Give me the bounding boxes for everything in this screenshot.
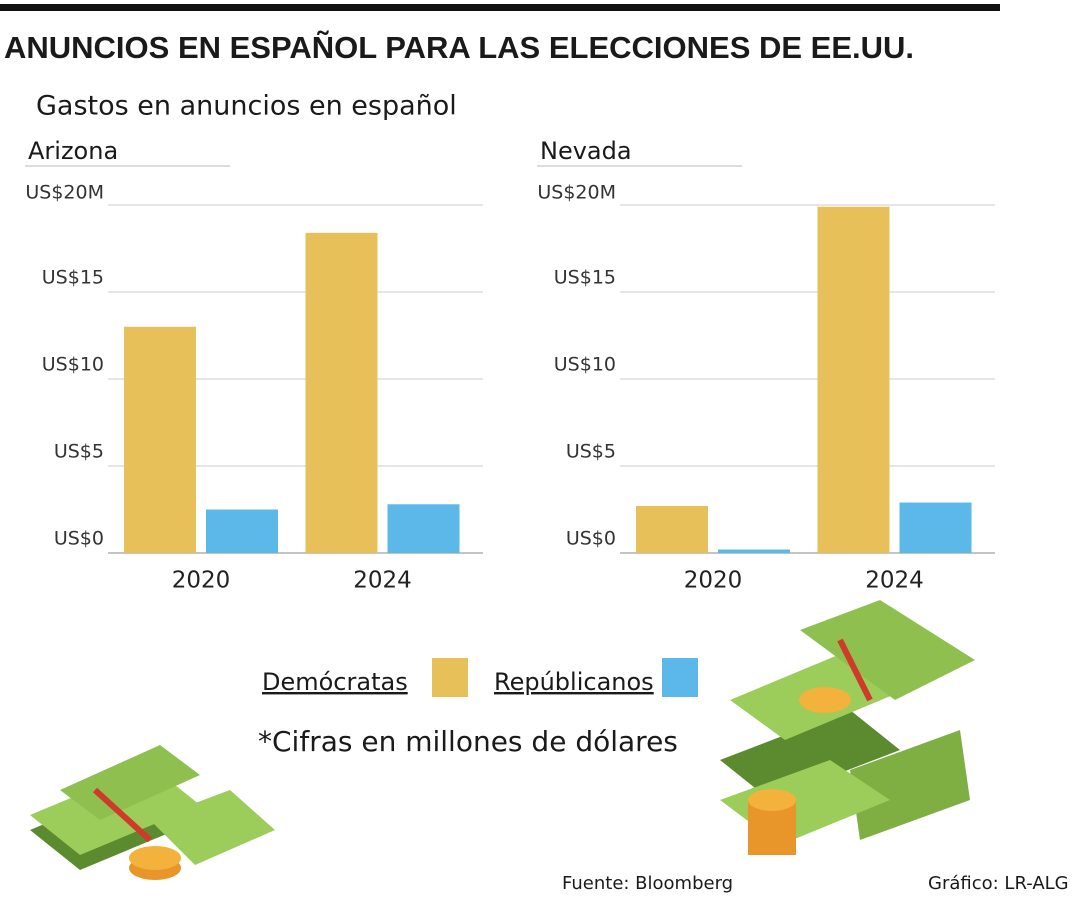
x-tick-label: 2020	[684, 568, 743, 594]
subtitle: Gastos en anuncios en español	[36, 91, 457, 122]
x-tick-label: 2024	[865, 568, 924, 594]
x-tick-label: 2024	[353, 568, 412, 594]
y-tick-label: US$0	[54, 528, 104, 550]
legend-label: Demócratas	[262, 668, 408, 696]
legend-swatch	[662, 658, 698, 697]
legend-label: Repúblicanos	[494, 668, 654, 696]
y-tick-label: US$5	[54, 441, 104, 463]
y-tick-label: US$15	[42, 267, 104, 289]
legend-swatch	[432, 658, 468, 697]
chart-title: Arizona	[28, 137, 118, 165]
bar	[899, 502, 972, 553]
y-tick-label: US$0	[566, 528, 616, 550]
title: ANUNCIOS EN ESPAÑOL PARA LAS ELECCIONES …	[4, 30, 914, 65]
x-tick-label: 2020	[172, 568, 231, 594]
bar	[636, 506, 708, 553]
money-illustration-right	[720, 600, 975, 855]
y-tick-label: US$20M	[537, 182, 616, 204]
bar	[718, 549, 790, 553]
bar	[124, 326, 196, 553]
bar	[387, 504, 460, 553]
credit: Gráfico: LR-ALG	[928, 873, 1069, 894]
y-tick-label: US$20M	[25, 182, 104, 204]
y-tick-label: US$10	[42, 354, 104, 376]
money-illustration-left	[30, 745, 275, 880]
note: *Cifras en millones de dólares	[258, 725, 678, 758]
bar	[817, 206, 890, 554]
bar	[305, 232, 378, 553]
y-tick-label: US$10	[554, 354, 616, 376]
y-tick-label: US$15	[554, 267, 616, 289]
source: Fuente: Bloomberg	[562, 873, 733, 894]
chart-title: Nevada	[540, 137, 632, 165]
top-rule	[0, 4, 1000, 11]
y-tick-label: US$5	[566, 441, 616, 463]
bar	[206, 509, 278, 553]
